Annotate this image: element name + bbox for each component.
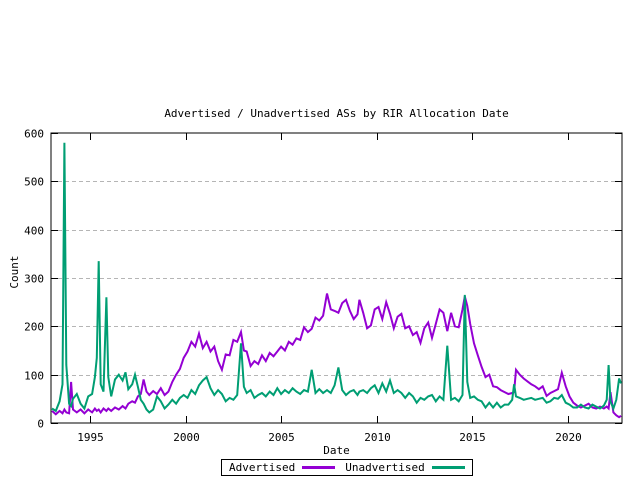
x-tick-label: 2020 <box>555 431 582 444</box>
x-axis-label: Date <box>323 444 350 457</box>
y-tick-label: 300 <box>24 273 44 286</box>
unadvertised-line-sample-icon <box>431 466 465 469</box>
x-tick-label: 1995 <box>77 431 104 444</box>
y-tick-label: 500 <box>24 176 44 189</box>
legend-label-unadvertised: Unadvertised <box>345 461 425 474</box>
x-tick-label: 2010 <box>364 431 391 444</box>
x-tick-label: 2015 <box>459 431 486 444</box>
y-tick-label: 200 <box>24 321 44 334</box>
y-tick-label: 100 <box>24 370 44 383</box>
legend: Advertised Unadvertised <box>221 459 473 476</box>
x-tick-label: 2000 <box>173 431 200 444</box>
unadvertised-series-line <box>51 142 622 414</box>
chart-title: Advertised / Unadvertised ASs by RIR All… <box>164 107 509 120</box>
y-tick-label: 600 <box>24 128 44 141</box>
advertised-line-sample-icon <box>302 466 336 469</box>
legend-item-unadvertised: Unadvertised <box>345 461 465 474</box>
y-tick-label: 0 <box>37 418 44 431</box>
legend-item-advertised: Advertised <box>229 461 336 474</box>
legend-label-advertised: Advertised <box>229 461 296 474</box>
x-tick-label: 2005 <box>268 431 295 444</box>
plot-border <box>50 132 623 424</box>
y-tick-label: 400 <box>24 225 44 238</box>
advertised-series-line <box>51 293 622 419</box>
